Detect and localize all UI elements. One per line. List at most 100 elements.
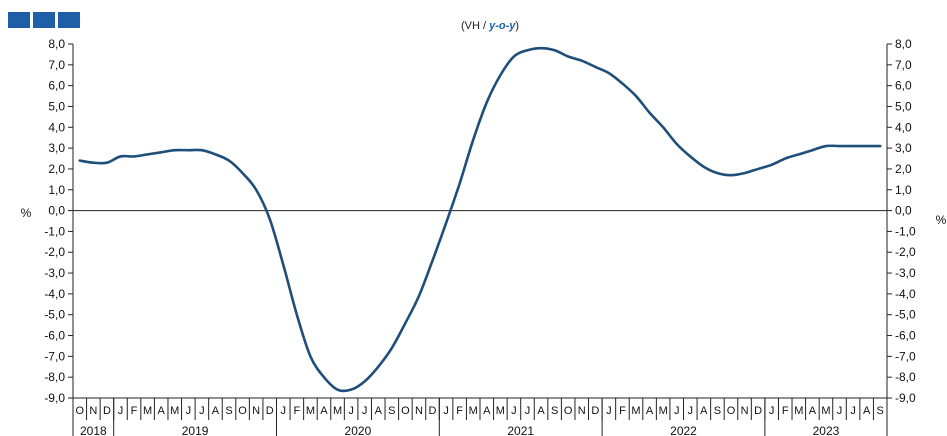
y-tick-label-left: 5,0 [48,99,65,113]
month-label: J [186,405,192,417]
y-tick-label-right: 5,0 [895,99,912,113]
month-label: J [674,405,680,417]
y-tick-label-left: -7,0 [44,349,65,363]
y-axis-label-left: % [21,206,32,220]
month-label: J [688,405,694,417]
y-tick-label-right: 0,0 [895,204,912,218]
month-label: J [511,405,517,417]
month-label: A [375,405,383,417]
month-label: M [659,405,668,417]
y-tick-label-right: 2,0 [895,162,912,176]
logo-block-2 [33,12,55,28]
month-label: N [252,405,260,417]
month-label: A [158,405,166,417]
month-label: O [727,405,736,417]
month-label: N [415,405,423,417]
month-label: D [591,405,599,417]
y-tick-label-left: -6,0 [44,329,65,343]
month-label: M [306,405,315,417]
month-label: F [619,405,626,417]
month-label: J [769,405,775,417]
month-label: J [850,405,856,417]
chart-subtitle: (VH / y-o-y) [461,20,519,32]
month-label: A [700,405,708,417]
y-tick-label-left: 1,0 [48,183,65,197]
y-tick-label-left: -4,0 [44,287,65,301]
month-label: S [714,405,721,417]
month-label: A [483,405,491,417]
month-label: J [281,405,287,417]
y-tick-label-right: -2,0 [895,245,916,259]
month-label: S [225,405,232,417]
logo-block-1 [8,12,30,28]
month-label: J [606,405,612,417]
month-label: J [118,405,124,417]
axes [72,44,888,399]
y-tick-label-left: -8,0 [44,370,65,384]
year-label: 2020 [345,424,372,436]
y-tick-label-left: 0,0 [48,204,65,218]
year-label: 2019 [182,424,209,436]
month-label: A [320,405,328,417]
month-label: J [525,405,531,417]
y-tick-label-left: -2,0 [44,245,65,259]
month-label: J [837,405,843,417]
month-label: S [877,405,884,417]
y-tick-label-left: -1,0 [44,224,65,238]
month-label: J [362,405,368,417]
month-label: D [103,405,111,417]
month-label: M [469,405,478,417]
y-tick-label-left: 4,0 [48,120,65,134]
subtitle-suffix: ) [515,20,519,32]
month-label: A [212,405,220,417]
y-tick-label-left: -5,0 [44,308,65,322]
y-tick-label-right: 4,0 [895,120,912,134]
month-label: J [443,405,449,417]
y-tick-label-left: 6,0 [48,79,65,93]
month-label: M [821,405,830,417]
y-tick-label-right: -8,0 [895,370,916,384]
month-label: F [293,405,300,417]
month-label: A [863,405,871,417]
month-label: O [564,405,573,417]
month-label: O [401,405,410,417]
month-label: M [333,405,342,417]
year-label: 2023 [813,424,840,436]
month-label: M [170,405,179,417]
y-tick-label-right: 8,0 [895,37,912,51]
month-label: O [76,405,85,417]
month-label: D [754,405,762,417]
month-label: S [551,405,558,417]
y-tick-label-left: 3,0 [48,141,65,155]
y-tick-label-right: -7,0 [895,349,916,363]
y-tick-label-right: -4,0 [895,287,916,301]
month-label: N [741,405,749,417]
month-label: D [429,405,437,417]
month-label: N [89,405,97,417]
month-label: N [578,405,586,417]
logo-block-3 [58,12,80,28]
y-tick-label-right: -5,0 [895,308,916,322]
year-label: 2022 [670,424,697,436]
y-tick-label-right: 3,0 [895,141,912,155]
y-axis-label-right: % [936,213,947,227]
subtitle-prefix: (VH / [461,20,489,32]
y-tick-label-left: 2,0 [48,162,65,176]
month-label: F [456,405,463,417]
y-tick-label-right: -9,0 [895,391,916,405]
y-tick-label-right: -3,0 [895,266,916,280]
y-tick-label-right: 7,0 [895,58,912,72]
month-label: A [537,405,545,417]
y-ticks: 8,0 8,0 7,0 7,0 6,0 6,0 5,0 5,0 4,0 4,0 3,0 3,0 2,0 2… [44,37,916,405]
y-tick-label-left: -9,0 [44,391,65,405]
month-label: S [388,405,395,417]
month-label: A [809,405,817,417]
month-label: J [199,405,205,417]
year-label: 2018 [80,424,107,436]
month-label: M [631,405,640,417]
month-label: D [266,405,274,417]
month-label: J [348,405,354,417]
year-label: 2021 [507,424,534,436]
y-tick-label-left: -3,0 [44,266,65,280]
